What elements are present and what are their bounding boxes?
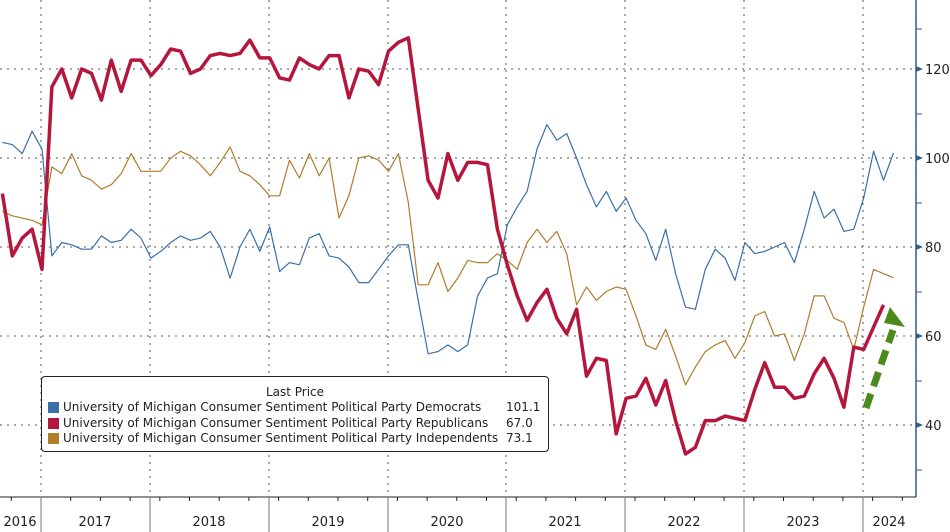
legend-swatch-democrats	[48, 402, 59, 414]
y-tick-marker	[916, 333, 923, 339]
y-tick-marker	[916, 155, 923, 161]
chart-legend: Last Price University of Michigan Consum…	[41, 376, 549, 452]
series-line-independents	[2, 146, 894, 386]
trend-arrow-shaft	[862, 328, 897, 410]
legend-value: 101.1	[506, 400, 541, 414]
x-tick-label: 2023	[786, 515, 819, 530]
legend-item-democrats: University of Michigan Consumer Sentimen…	[42, 400, 548, 416]
x-tick-label: 2022	[667, 515, 700, 530]
y-tick-label: 100	[925, 152, 950, 167]
legend-swatch-republicans	[48, 417, 59, 429]
legend-item-independents: University of Michigan Consumer Sentimen…	[42, 431, 548, 447]
legend-value: 67.0	[506, 415, 533, 430]
x-tick-label: 2020	[430, 515, 463, 530]
legend-label: University of Michigan Consumer Sentimen…	[63, 400, 482, 414]
legend-title: Last Price	[265, 385, 325, 399]
x-tick-label: 2016	[3, 515, 36, 530]
series-line-democrats	[2, 123, 894, 355]
trend-arrow-annotation	[862, 307, 905, 410]
x-tick-label: 2019	[311, 515, 344, 530]
x-tick-label: 2021	[548, 515, 581, 530]
y-tick-marker	[916, 422, 923, 428]
series-line-republicans	[0, 36, 886, 456]
x-tick-label: 2024	[872, 515, 905, 530]
y-tick-label: 80	[925, 241, 942, 256]
y-tick-label: 40	[925, 419, 942, 434]
legend-label: University of Michigan Consumer Sentimen…	[63, 431, 499, 445]
y-tick-label: 120	[925, 63, 950, 78]
trend-arrow-head	[884, 307, 905, 327]
series-lines	[0, 36, 894, 456]
x-tick-label: 2017	[78, 515, 111, 530]
y-tick-label: 60	[925, 330, 942, 345]
legend-item-republicans: University of Michigan Consumer Sentimen…	[42, 416, 548, 432]
x-tick-label: 2018	[192, 515, 225, 530]
legend-value: 73.1	[506, 431, 533, 445]
y-tick-marker	[916, 66, 923, 72]
legend-label: University of Michigan Consumer Sentimen…	[63, 415, 489, 430]
y-tick-marker	[916, 244, 923, 250]
legend-swatch-independents	[48, 433, 59, 445]
x-axis: 2016 2017 2018 2019 2020 2021 2022 2023 2024	[0, 496, 916, 532]
y-axis: 40 60 80 100 120	[915, 0, 950, 497]
